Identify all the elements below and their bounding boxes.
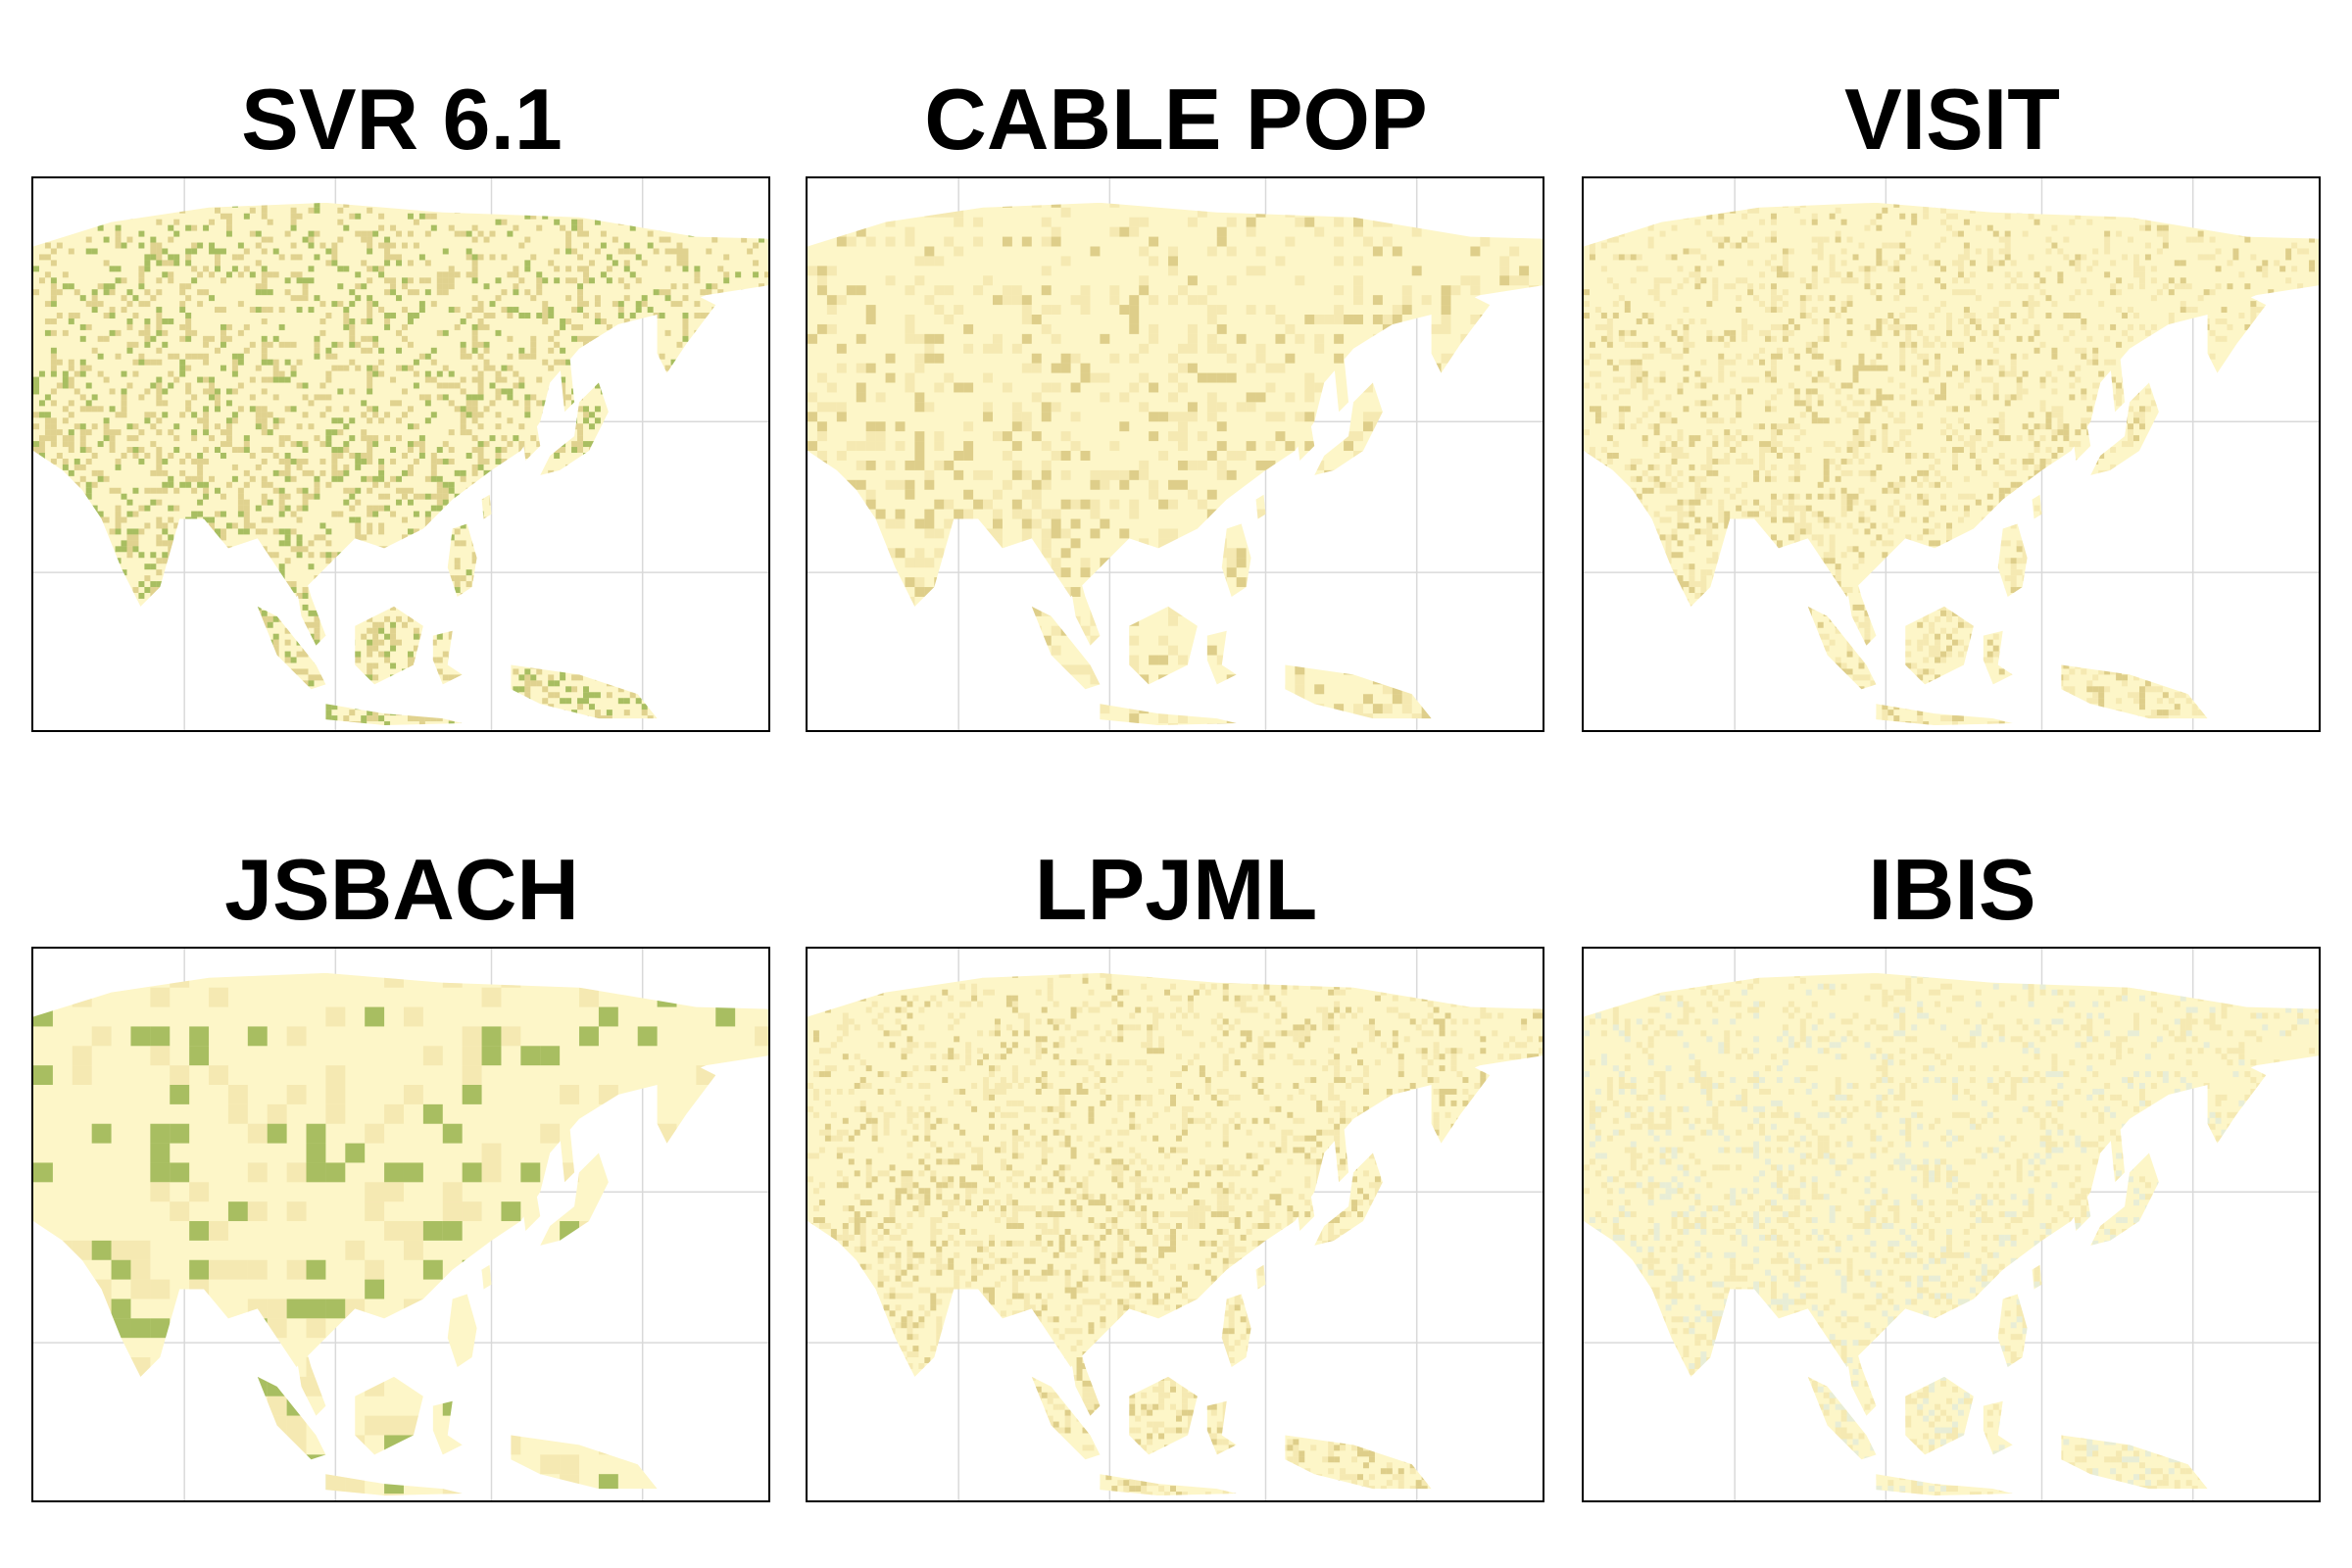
map-panel-cable-pop [806, 176, 1544, 732]
map-svg [1584, 949, 2319, 1500]
map-svg [808, 178, 1543, 730]
map-svg [33, 178, 768, 730]
map-svg [1584, 178, 2319, 730]
map-panel-jsbach [31, 947, 770, 1502]
land-raster [808, 202, 1543, 726]
map-panel-visit [1582, 176, 2321, 732]
land-raster [1584, 972, 2319, 1496]
panel-title-lpjml: LPJML [1034, 841, 1318, 938]
map-panel-ibis [1582, 947, 2321, 1502]
panel-title-visit: VISIT [1843, 71, 2061, 168]
land-raster [33, 202, 768, 726]
land-raster [33, 972, 768, 1496]
land-raster [808, 972, 1543, 1496]
panel-title-jsbach: JSBACH [224, 841, 579, 938]
panel-title-cable-pop: CABLE POP [924, 71, 1428, 168]
land-raster [1584, 202, 2319, 726]
map-panel-lpjml [806, 947, 1544, 1502]
panel-title-ibis: IBIS [1868, 841, 2036, 938]
panel-title-svr: SVR 6.1 [241, 71, 563, 168]
map-svg [808, 949, 1543, 1500]
map-panel-svr [31, 176, 770, 732]
map-svg [33, 949, 768, 1500]
